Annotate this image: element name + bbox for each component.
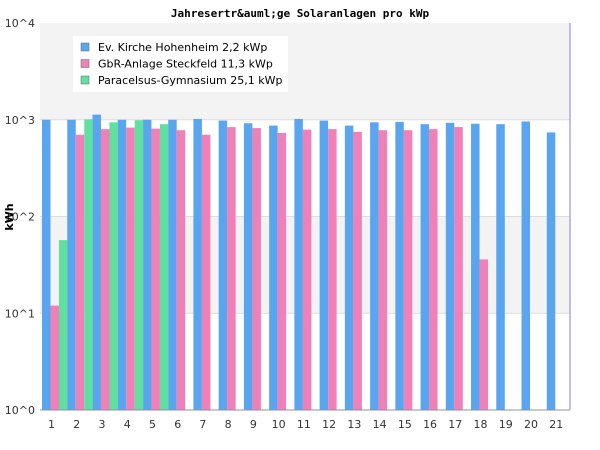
x-tick-labels: 1 2 3 4 5 6 7 8 9 10 11 12 13 14 15 16 17 18 19 20 21	[48, 418, 563, 431]
axes	[40, 23, 571, 411]
x-tick-label: 3	[98, 418, 105, 431]
bar-s1-c18	[471, 123, 480, 411]
bar-s2-c1	[50, 305, 59, 410]
x-tick-label: 6	[174, 418, 181, 431]
legend-swatch-3	[80, 75, 90, 85]
x-tick-label: 17	[448, 418, 462, 431]
x-tick-label: 8	[225, 418, 232, 431]
y-axis-label: kWh	[3, 203, 16, 230]
bar-s3-c4	[134, 120, 144, 410]
bar-s1-c8	[218, 120, 228, 410]
bar-s1-c13	[344, 125, 354, 411]
legend-swatch-2	[80, 59, 90, 68]
bar-s1-c4	[117, 119, 127, 410]
legend: Ev. Kirche Hohenheim 2,2 kWp GbR-Anlage S…	[73, 36, 288, 92]
legend-label-3: Paracelsus-Gymnasium 25,1 kWp	[98, 74, 282, 87]
legend-swatch-1	[80, 42, 90, 52]
x-tick-label: 9	[250, 418, 257, 431]
bar-s2-c17	[454, 127, 463, 410]
bar-s1-c15	[395, 121, 404, 410]
bar-s2-c6	[176, 130, 186, 410]
x-tick-label: 21	[549, 418, 563, 431]
x-tick-label: 16	[423, 418, 437, 431]
bar-s1-c2	[67, 119, 76, 410]
bar-s3-c1	[59, 240, 68, 410]
bar-s2-c9	[252, 128, 261, 411]
x-tick-label: 1	[48, 418, 55, 431]
y-tick-labels: 10^0 10^1 10^2 10^3 10^4	[5, 17, 35, 417]
bar-s3-c3	[109, 122, 118, 410]
bar-s2-c10	[277, 132, 287, 410]
bar-s1-c6	[168, 119, 177, 410]
chart-title: Jahresertr&auml;ge Solaranlagen pro kWp	[171, 7, 430, 20]
x-tick-label: 12	[322, 418, 336, 431]
bar-s1-c10	[269, 125, 278, 411]
bar-s1-c5	[142, 119, 152, 410]
bar-s1-c11	[294, 118, 303, 410]
bar-s1-c9	[243, 123, 253, 410]
x-tick-label: 19	[499, 418, 513, 431]
bar-s2-c5	[151, 128, 160, 411]
bar-s1-c7	[193, 118, 202, 410]
bar-s1-c21	[546, 132, 556, 410]
bar-s2-c8	[227, 127, 236, 410]
y-tick-label: 10^1	[5, 307, 35, 320]
x-tick-label: 13	[347, 418, 361, 431]
bar-s1-c19	[496, 124, 505, 411]
legend-label-2: GbR-Anlage Steckfeld 11,3 kWp	[98, 58, 273, 71]
bar-s2-c3	[100, 129, 110, 410]
bar-s3-c5	[159, 124, 169, 411]
x-tick-label: 15	[398, 418, 412, 431]
bar-s2-c16	[429, 129, 438, 410]
x-tick-label: 10	[272, 418, 286, 431]
x-tick-label: 14	[373, 418, 387, 431]
x-tick-label: 11	[297, 418, 311, 431]
bar-s2-c4	[126, 127, 135, 410]
bar-s2-c18	[479, 259, 489, 410]
y-tick-label: 10^4	[5, 17, 35, 30]
y-tick-label: 10^0	[5, 404, 35, 417]
bar-s2-c12	[328, 129, 337, 410]
y-tick-label: 10^2	[5, 211, 35, 224]
bars	[42, 114, 556, 411]
bar-s2-c11	[302, 129, 312, 410]
bar-s1-c3	[92, 114, 101, 411]
bar-s1-c1	[42, 119, 51, 410]
x-tick-label: 7	[199, 418, 206, 431]
legend-box	[73, 36, 288, 92]
bar-s1-c12	[319, 120, 329, 410]
bar-s2-c13	[353, 131, 362, 410]
legend-label-1: Ev. Kirche Hohenheim 2,2 kWp	[98, 41, 267, 54]
bar-s3-c2	[84, 119, 93, 410]
bar-s1-c17	[445, 122, 455, 410]
y-tick-label: 10^3	[5, 114, 35, 127]
bar-s2-c14	[378, 130, 388, 410]
x-tick-label: 4	[124, 418, 131, 431]
bar-s2-c7	[201, 134, 211, 411]
bar-s1-c20	[521, 121, 531, 410]
bar-s1-c14	[370, 122, 379, 410]
x-tick-label: 2	[73, 418, 80, 431]
bar-s1-c16	[420, 124, 430, 411]
bar-s2-c2	[75, 134, 85, 411]
x-tick-label: 20	[524, 418, 538, 431]
bar-s2-c15	[403, 130, 413, 410]
x-tick-label: 18	[474, 418, 488, 431]
x-tick-label: 5	[149, 418, 156, 431]
